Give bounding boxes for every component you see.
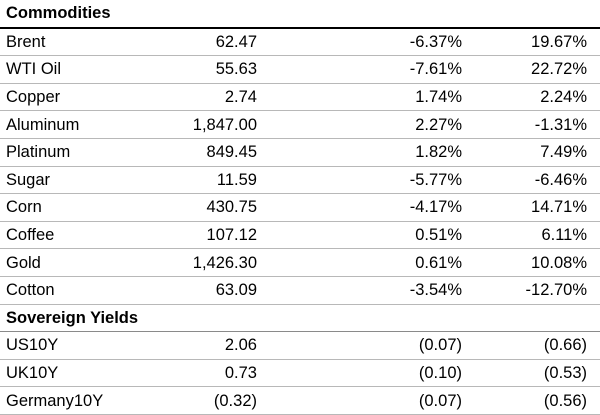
row-name: WTI Oil [0, 55, 135, 84]
commodities-section-title: Commodities [0, 0, 600, 29]
row-change-2: -1.31% [473, 110, 600, 139]
commodity-row: Gold 1,426.30 0.61% 10.08% [0, 248, 600, 277]
row-name: Aluminum [0, 110, 135, 139]
row-name: Brent [0, 27, 135, 57]
row-name: Sugar [0, 166, 135, 195]
row-name: Cotton [0, 276, 135, 305]
commodity-row: Corn 430.75 -4.17% 14.71% [0, 193, 600, 222]
sovereign-yield-row: US10Y 2.06 (0.07) (0.66) [0, 331, 600, 360]
commodity-row: Copper 2.74 1.74% 2.24% [0, 83, 600, 112]
market-table-body: Commodities [0, 0, 600, 29]
row-change-1: -3.54% [268, 276, 473, 305]
commodities-rows: Brent 62.47 -6.37% 19.67% WTI Oil 55.63 -7.61%… [0, 27, 600, 305]
row-change-1: (0.07) [268, 386, 473, 415]
commodity-row: Sugar 11.59 -5.77% -6.46% [0, 166, 600, 195]
row-change-2: -12.70% [473, 276, 600, 305]
row-value: 849.45 [135, 138, 268, 167]
row-change-1: 0.51% [268, 221, 473, 250]
row-change-2: (0.53) [473, 359, 600, 388]
row-name: US10Y [0, 331, 135, 360]
row-change-2: (0.56) [473, 386, 600, 415]
row-change-2: 6.11% [473, 221, 600, 250]
commodity-row: Coffee 107.12 0.51% 6.11% [0, 221, 600, 250]
row-name: Copper [0, 83, 135, 112]
row-change-1: -4.17% [268, 193, 473, 222]
row-value: 430.75 [135, 193, 268, 222]
row-change-1: -7.61% [268, 55, 473, 84]
row-change-1: (0.07) [268, 331, 473, 360]
row-value: 11.59 [135, 166, 268, 195]
row-change-1: -5.77% [268, 166, 473, 195]
row-change-1: 2.27% [268, 110, 473, 139]
commodity-row: WTI Oil 55.63 -7.61% 22.72% [0, 55, 600, 84]
row-value: 62.47 [135, 27, 268, 57]
row-change-2: 10.08% [473, 248, 600, 277]
row-name: UK10Y [0, 359, 135, 388]
row-change-2: 7.49% [473, 138, 600, 167]
sovereign-yields-section: Sovereign Yields [0, 304, 600, 333]
sovereign-yields-rows: US10Y 2.06 (0.07) (0.66) UK10Y 0.73 (0.10) (0.5… [0, 331, 600, 415]
row-change-2: 19.67% [473, 27, 600, 57]
row-change-1: 1.74% [268, 83, 473, 112]
row-change-2: -6.46% [473, 166, 600, 195]
row-change-1: (0.10) [268, 359, 473, 388]
row-value: 55.63 [135, 55, 268, 84]
commodity-row: Platinum 849.45 1.82% 7.49% [0, 138, 600, 167]
row-value: 107.12 [135, 221, 268, 250]
row-value: (0.32) [135, 386, 268, 415]
sovereign-yield-row: UK10Y 0.73 (0.10) (0.53) [0, 359, 600, 388]
row-value: 1,847.00 [135, 110, 268, 139]
sovereign-yields-section-title: Sovereign Yields [0, 304, 600, 333]
commodity-row: Brent 62.47 -6.37% 19.67% [0, 27, 600, 57]
commodity-row: Aluminum 1,847.00 2.27% -1.31% [0, 110, 600, 139]
commodity-row: Cotton 63.09 -3.54% -12.70% [0, 276, 600, 305]
row-name: Gold [0, 248, 135, 277]
row-name: Platinum [0, 138, 135, 167]
sovereign-yields-header-row: Sovereign Yields [0, 304, 600, 333]
sovereign-yield-row: Germany10Y (0.32) (0.07) (0.56) [0, 386, 600, 415]
commodities-header-row: Commodities [0, 0, 600, 29]
row-change-2: 22.72% [473, 55, 600, 84]
row-value: 0.73 [135, 359, 268, 388]
row-change-2: 14.71% [473, 193, 600, 222]
row-name: Corn [0, 193, 135, 222]
row-change-2: 2.24% [473, 83, 600, 112]
row-value: 1,426.30 [135, 248, 268, 277]
row-change-2: (0.66) [473, 331, 600, 360]
row-value: 2.74 [135, 83, 268, 112]
row-value: 2.06 [135, 331, 268, 360]
row-change-1: -6.37% [268, 27, 473, 57]
row-name: Germany10Y [0, 386, 135, 415]
row-name: Coffee [0, 221, 135, 250]
row-change-1: 1.82% [268, 138, 473, 167]
row-value: 63.09 [135, 276, 268, 305]
row-change-1: 0.61% [268, 248, 473, 277]
